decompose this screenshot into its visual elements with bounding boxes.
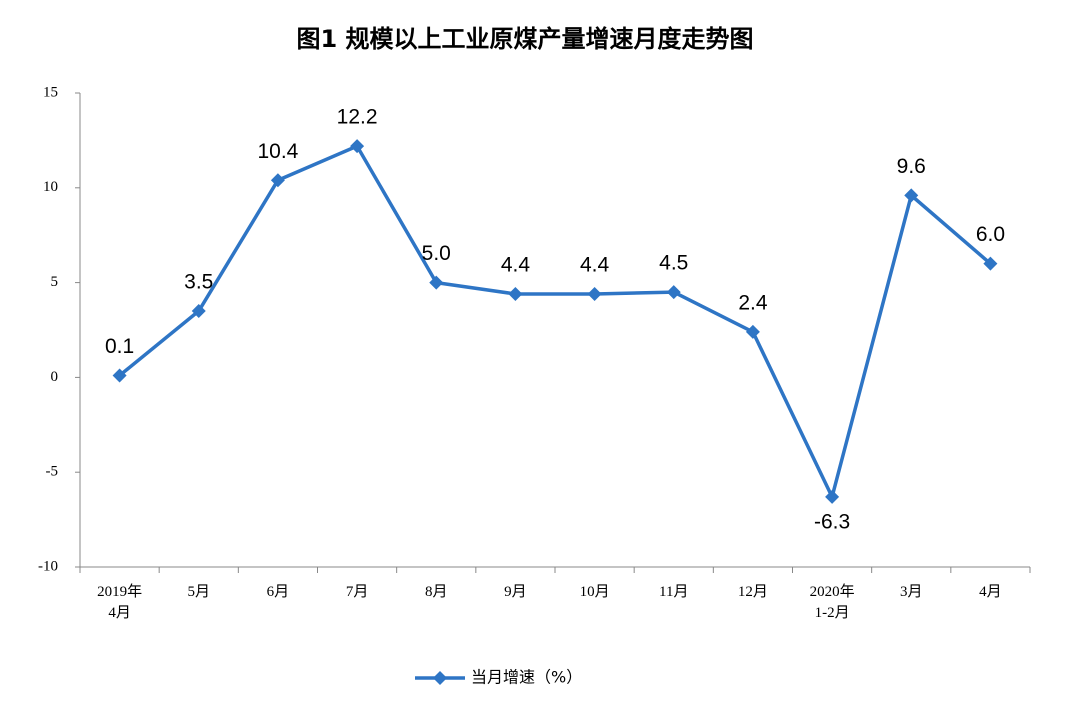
data-label: 12.2 [337,106,378,129]
data-label: -6.3 [814,510,850,533]
chart-title: 图1 规模以上工业原煤产量增速月度走势图 [296,25,753,53]
data-label: 4.5 [659,252,688,275]
y-tick-label: 10 [43,179,58,195]
y-tick-label: -10 [38,558,58,574]
x-tick-label: 5月 [187,584,210,600]
data-label: 4.4 [580,254,610,277]
data-label: 3.5 [184,271,213,294]
marker [508,286,523,301]
data-label: 0.1 [105,335,134,358]
marker [666,285,681,300]
x-tick-label: 7月 [346,584,369,600]
marker [429,275,444,290]
data-label: 2.4 [738,291,768,314]
x-tick-label: 2020年 1-2月 [810,583,855,621]
marker [112,368,127,383]
x-tick-label: 3月 [900,584,923,600]
marker [270,173,285,188]
x-tick-label: 11月 [659,584,688,600]
data-label: 4.4 [501,254,531,277]
marker [191,304,206,319]
data-label: 6.0 [976,223,1005,246]
marker [825,489,840,504]
marker [904,188,919,203]
x-tick-label: 9月 [504,584,527,600]
x-tick-label: 4月 [979,584,1002,600]
marker [350,139,365,154]
x-tick-label: 6月 [267,584,290,600]
y-tick-label: 15 [43,84,58,100]
marker [587,286,602,301]
y-tick-label: 0 [51,369,59,385]
marker [983,256,998,271]
legend-label: 当月增速（%） [471,668,582,687]
x-tick-label: 12月 [738,584,768,600]
series-line [118,144,992,499]
x-tick-label: 10月 [580,584,610,600]
x-tick-label: 2019年 4月 [97,583,142,621]
y-tick-label: 5 [51,274,59,290]
marker [745,324,760,339]
data-label: 5.0 [422,242,451,265]
y-tick-label: -5 [46,464,59,480]
data-label: 10.4 [257,140,298,163]
legend-marker [433,671,447,685]
data-label: 9.6 [897,155,926,178]
x-tick-label: 8月 [425,584,448,600]
